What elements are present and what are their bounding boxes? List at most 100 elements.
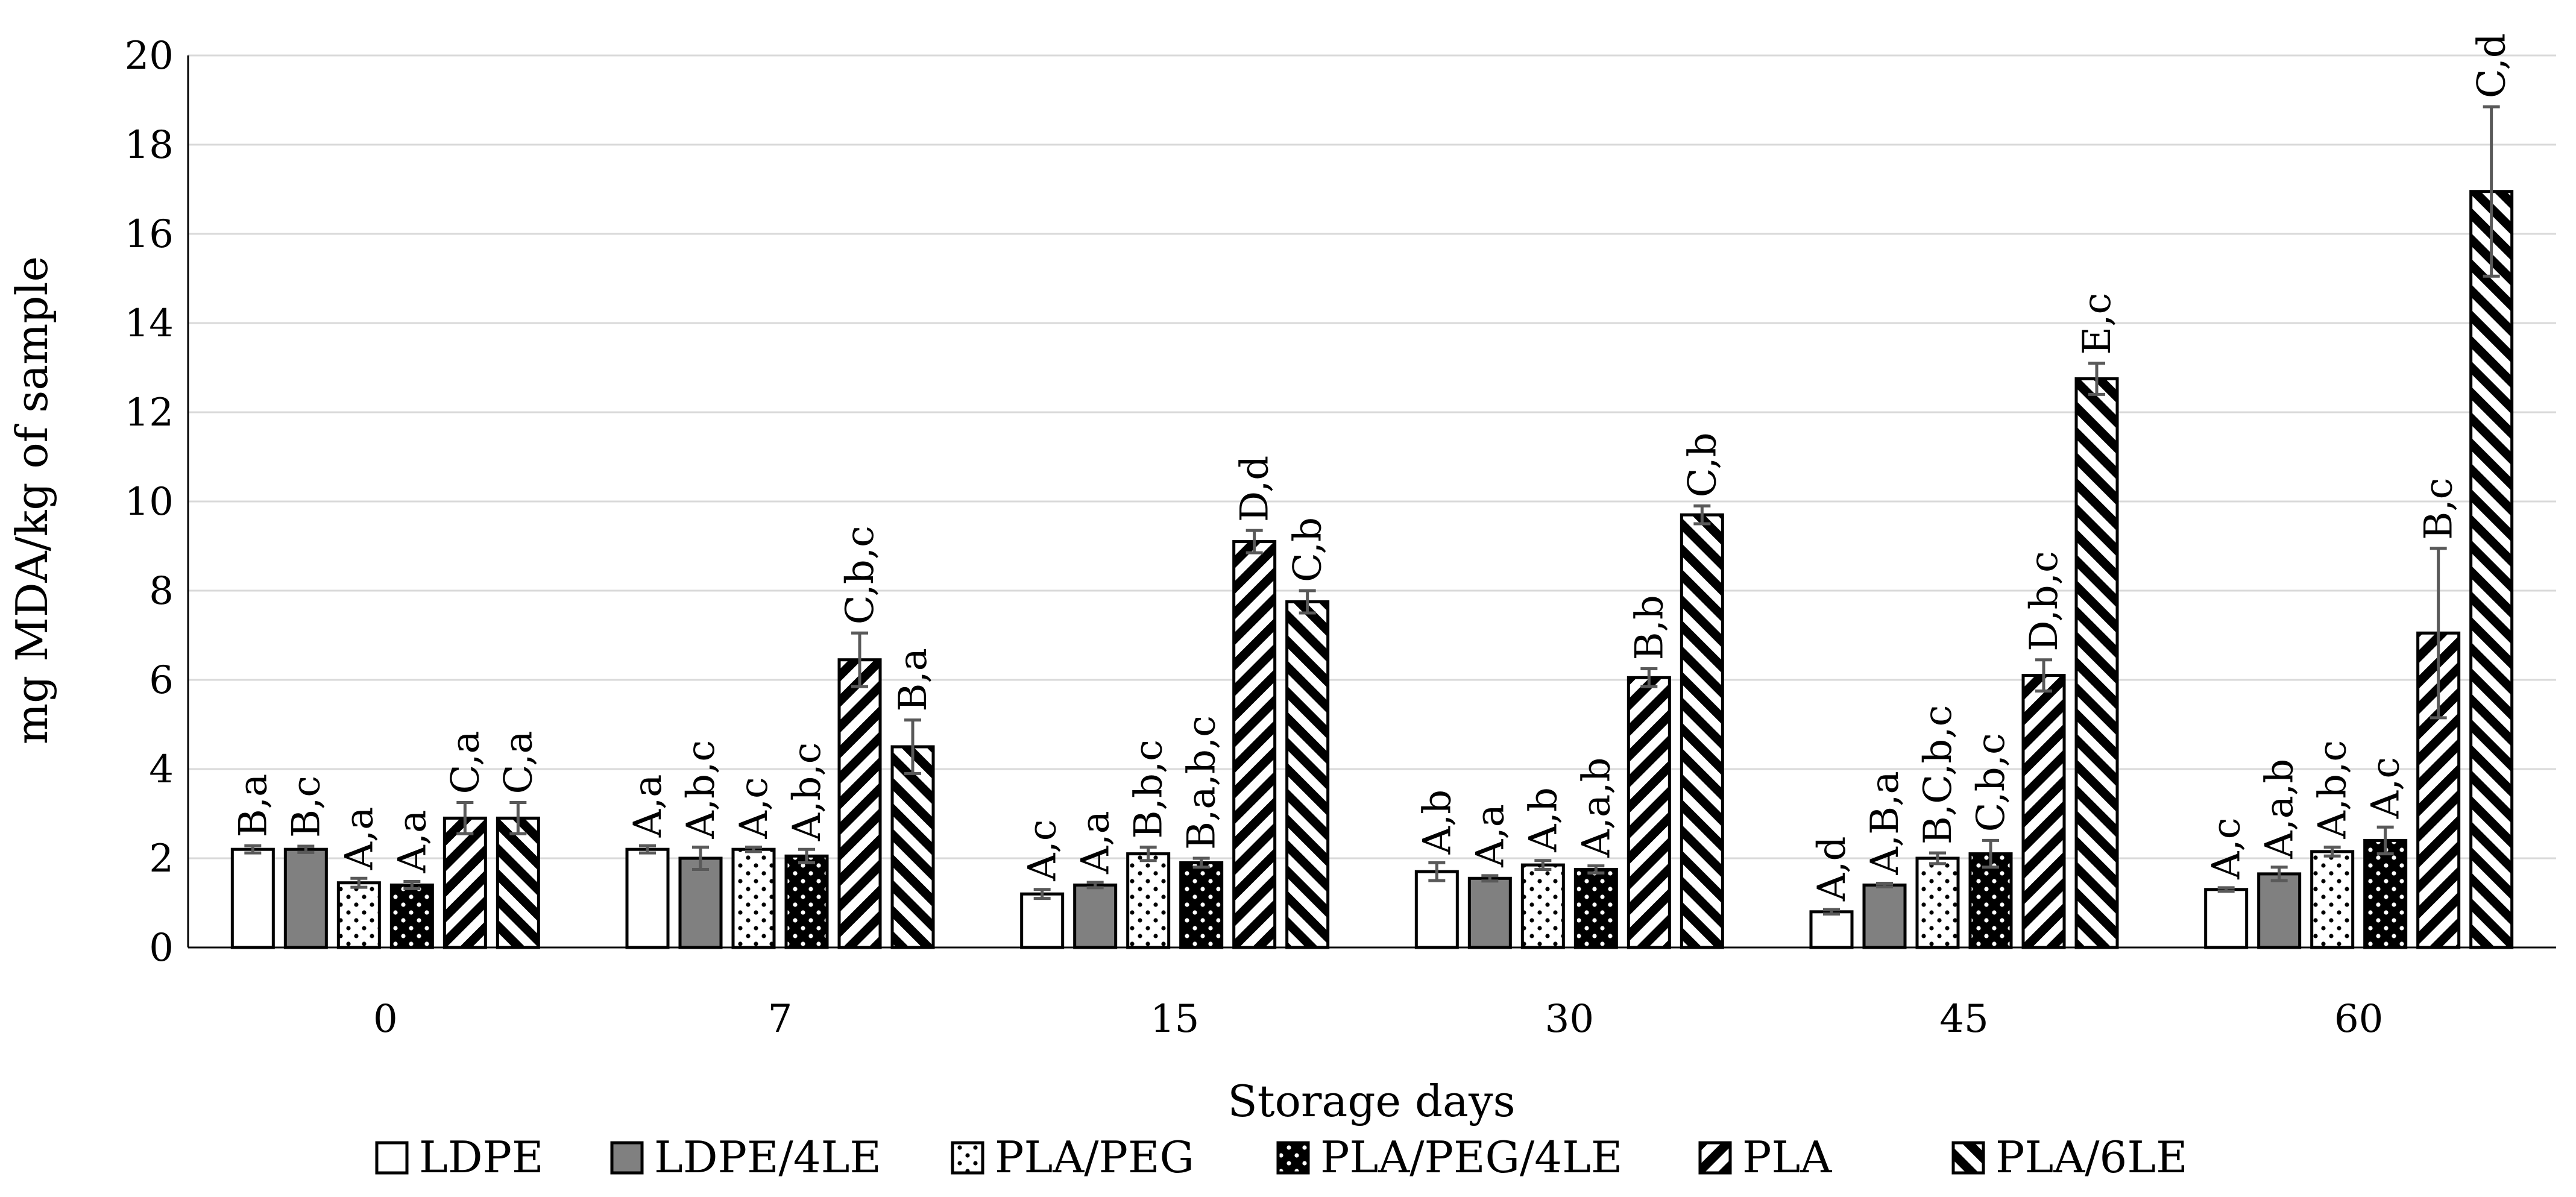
error-bar: [1139, 846, 1157, 862]
y-tick-label: 14: [125, 301, 174, 346]
error-bar: [1245, 529, 1263, 555]
data-label: B,a: [231, 774, 276, 838]
data-label: B,c: [2417, 477, 2461, 539]
data-label: A,a,b: [2258, 759, 2302, 859]
legend: LDPE LDPE/4LE PLA/PEG PLA/PEG/4LE PLA PLA/6LE: [375, 1132, 2188, 1183]
error-bar: [1693, 504, 1711, 526]
bar: [890, 745, 935, 949]
error-bar: [350, 876, 368, 889]
legend-item: LDPE: [375, 1132, 544, 1183]
bar: [283, 847, 328, 949]
bar: [1414, 870, 1459, 949]
data-label: E,c: [2075, 293, 2120, 355]
data-label: A,b: [1521, 787, 1566, 853]
data-label: A,b,c: [679, 740, 723, 840]
error-bar: [1823, 908, 1840, 916]
legend-label: PLA/PEG/4LE: [1320, 1132, 1622, 1183]
error-bar: [1640, 667, 1658, 688]
error-bar: [1481, 874, 1499, 883]
y-tick-labels: 0 2 4 6 8 10 12 14 16 18 20: [125, 34, 174, 970]
data-label: D,d: [1233, 456, 1277, 522]
data-label: A,a: [390, 810, 435, 874]
bar: [1285, 600, 1330, 949]
data-label: A,a,b: [1574, 758, 1619, 858]
legend-swatch: [375, 1141, 409, 1175]
bar: [1020, 892, 1065, 949]
y-tick-label: 6: [149, 658, 174, 703]
x-tick-labels: 0 7 15 30 45 60: [373, 997, 2383, 1041]
data-label: D,b,c: [2022, 551, 2067, 652]
bar: [2363, 838, 2408, 949]
data-label: C,a: [443, 730, 488, 794]
error-bar: [1982, 838, 1999, 869]
bar: [1573, 868, 1618, 949]
data-label: A,a: [626, 774, 670, 838]
legend-swatch: [951, 1141, 984, 1175]
data-label: C,b,c: [838, 526, 883, 624]
x-axis-title: Storage days: [1227, 1076, 1515, 1126]
error-bar: [1876, 881, 1893, 888]
error-bar: [2217, 886, 2235, 893]
legend-item: PLA/6LE: [1951, 1132, 2188, 1183]
x-tick-label: 45: [1939, 997, 1988, 1041]
y-tick-label: 8: [149, 569, 174, 614]
data-label: A,b,c: [2311, 740, 2355, 840]
bar: [837, 658, 882, 949]
data-label: A,a: [1468, 804, 1513, 868]
legend-item: PLA: [1698, 1132, 1832, 1183]
bar: [731, 847, 776, 949]
bar: [1520, 863, 1565, 949]
bar: [496, 816, 540, 949]
legend-item: PLA/PEG: [951, 1132, 1194, 1183]
error-bar: [509, 801, 527, 835]
legend-label: LDPE: [419, 1132, 544, 1183]
error-bar: [2270, 866, 2288, 882]
bar: [625, 847, 670, 949]
bar: [1968, 852, 2013, 949]
error-bar: [2323, 846, 2341, 858]
bar: [1073, 883, 1118, 949]
bar: [2074, 377, 2119, 949]
legend-swatch: [1951, 1141, 1985, 1175]
bar: [2204, 888, 2249, 949]
legend-item: PLA/PEG/4LE: [1276, 1132, 1622, 1183]
x-tick-label: 30: [1545, 997, 1594, 1041]
y-tick-label: 2: [149, 837, 174, 881]
y-tick-label: 10: [125, 480, 174, 524]
error-bar: [2376, 825, 2394, 856]
bar: [389, 883, 434, 949]
error-bar: [2483, 105, 2500, 278]
error-bar: [904, 718, 921, 775]
bar: [1915, 856, 1960, 949]
error-bar: [456, 801, 474, 835]
error-bar: [1587, 864, 1605, 875]
bar: [2469, 190, 2514, 949]
error-bar: [692, 846, 709, 871]
x-tick-label: 0: [373, 997, 398, 1041]
legend-label: PLA/PEG: [995, 1132, 1194, 1183]
error-bar: [745, 846, 762, 853]
bar: [336, 881, 381, 949]
data-label: B,a: [891, 648, 936, 712]
data-label: B,b,c: [1127, 740, 1171, 839]
bar: [1862, 883, 1907, 949]
error-bar: [851, 631, 868, 688]
error-bar: [1428, 861, 1446, 882]
data-label: A,c: [2364, 757, 2408, 819]
axes: [187, 55, 2556, 949]
data-label: A,d: [1810, 837, 1854, 902]
error-bar: [1033, 888, 1051, 900]
legend-swatch: [1276, 1141, 1310, 1175]
bar: [442, 816, 487, 949]
legend-label: PLA/6LE: [1995, 1132, 2188, 1183]
y-tick-label: 12: [125, 391, 174, 435]
data-label: A,B,a: [1863, 771, 1907, 875]
y-tick-label: 4: [149, 747, 174, 792]
data-label: C,b: [1680, 432, 1725, 497]
y-tick-label: 16: [125, 212, 174, 257]
error-bar: [639, 844, 656, 855]
error-bar: [798, 847, 815, 864]
legend-item: LDPE/4LE: [610, 1132, 881, 1183]
